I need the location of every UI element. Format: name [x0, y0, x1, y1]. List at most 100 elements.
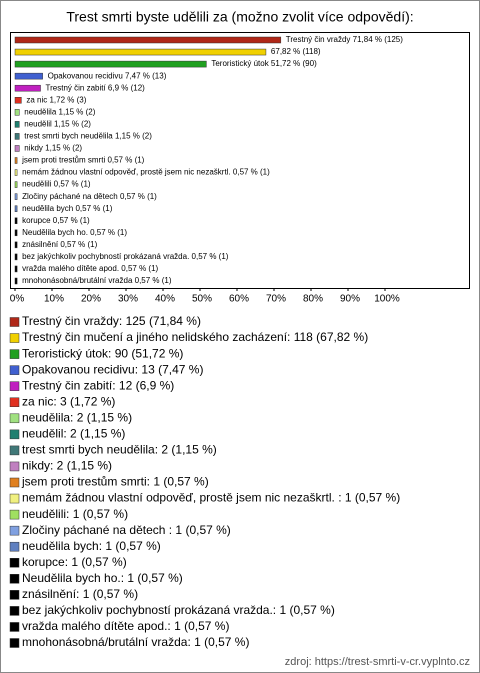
bar-label: Trestný čin zabití 6,9 % (12) [46, 83, 146, 92]
legend-label: bez jakýchkoliv pochybností prokázaná vr… [22, 603, 335, 617]
x-tick-label: 90% [340, 294, 360, 305]
bar-label: mnohonásobná/brutální vražda 0,57 % (1) [22, 276, 172, 285]
x-tick-label: 80% [303, 294, 323, 305]
legend-label: neudělil: 2 (1,15 %) [22, 427, 125, 441]
legend-swatch [9, 381, 20, 391]
x-tick-label: 40% [155, 294, 175, 305]
source: zdroj: https://trest-smrti-v-cr.vyplnto.… [285, 656, 470, 668]
x-tick-label: 20% [81, 294, 101, 305]
legend-label: neudělila: 2 (1,15 %) [22, 410, 132, 424]
bar-label: neudělili 0,57 % (1) [22, 180, 91, 189]
legend-swatch [9, 622, 20, 632]
bar [14, 60, 207, 68]
legend-label: Neudělila bych ho.: 1 (0,57 %) [22, 571, 183, 585]
x-tick-label: 10% [44, 294, 64, 305]
legend-swatch [9, 333, 20, 343]
bar [14, 169, 18, 176]
legend-swatch [9, 445, 20, 456]
legend-label: Zločiny páchané na dětech : 1 (0,57 %) [22, 523, 231, 537]
legend-swatch [9, 590, 20, 600]
x-tick-label: 70% [266, 294, 286, 305]
bar-label: 67,82 % (118) [271, 47, 321, 56]
legend-swatch [9, 349, 20, 359]
bar-label: korupce 0,57 % (1) [22, 216, 90, 225]
legend-label: Trestný čin zabití: 12 (6,9 %) [22, 378, 174, 392]
legend-label: Trestný čin mučení a jiného nelidského z… [22, 330, 368, 344]
legend-swatch [9, 558, 20, 568]
bar-label: bez jakýchkoliv pochybností prokázaná vr… [22, 252, 229, 261]
bar [14, 109, 20, 116]
bar [14, 181, 18, 188]
legend-swatch [9, 606, 20, 616]
legend-label: znásilnění: 1 (0,57 %) [22, 587, 138, 601]
legend-swatch [9, 638, 20, 648]
bar-label: neudělila 1,15 % (2) [24, 107, 95, 116]
x-tick-label: 30% [118, 294, 138, 305]
bar-label: znásilnění 0,57 % (1) [22, 240, 97, 249]
bar [14, 205, 18, 212]
legend-swatch [9, 429, 20, 440]
bar [14, 253, 18, 261]
bar [14, 157, 18, 164]
bar-label: neudělil 1,15 % (2) [24, 119, 91, 128]
legend-label: trest smrti bych neudělila: 2 (1,15 %) [22, 443, 217, 457]
legend-swatch [9, 509, 20, 520]
legend-swatch [9, 461, 20, 472]
bar [14, 145, 20, 152]
legend-swatch [9, 397, 20, 407]
bar-label: Opakovanou recidivu 7,47 % (13) [48, 71, 167, 80]
bar [14, 229, 18, 237]
chart-title: Trest smrti byste udělili za (možno zvol… [66, 9, 413, 25]
legend-swatch [9, 413, 20, 424]
bar-label: trest smrti bych neudělila 1,15 % (2) [24, 132, 152, 141]
legend-swatch [9, 574, 20, 584]
bar-label: nikdy 1,15 % (2) [24, 144, 82, 153]
x-tick-label: 60% [229, 294, 249, 305]
bar [14, 241, 18, 249]
legend-label: mnohonásobná/brutální vražda: 1 (0,57 %) [22, 635, 249, 649]
bar [14, 217, 18, 224]
plot-frame [10, 32, 470, 289]
bar-label: vražda malého dítěte apod. 0,57 % (1) [22, 264, 158, 273]
bar [14, 48, 267, 56]
bar-label: za nic 1,72 % (3) [26, 95, 86, 104]
bar-label: neudělila bych 0,57 % (1) [22, 204, 113, 213]
bar [14, 277, 18, 285]
legend-label: nemám žádnou vlastní odpověď, prostě jse… [22, 491, 400, 505]
legend-label: korupce: 1 (0,57 %) [22, 555, 127, 569]
bar [14, 265, 18, 273]
legend-label: nikdy: 2 (1,15 %) [22, 459, 112, 473]
bar [14, 121, 20, 128]
legend-swatch [9, 493, 20, 504]
bar [14, 133, 20, 140]
legend-swatch [9, 541, 20, 552]
bar-label: jsem proti trestům smrti 0,57 % (1) [21, 156, 145, 165]
bar [14, 36, 282, 44]
bar [14, 97, 22, 104]
bar [14, 72, 43, 80]
bar [14, 193, 18, 200]
legend-swatch [9, 317, 20, 327]
legend-swatch [9, 365, 20, 375]
bar-label: Neudělila bych ho. 0,57 % (1) [22, 228, 127, 237]
x-tick-label: 0% [10, 294, 25, 305]
x-tick-label: 100% [374, 294, 400, 305]
legend-label: Opakovanou recidivu: 13 (7,47 %) [22, 362, 203, 376]
legend-label: vražda malého dítěte apod.: 1 (0,57 %) [22, 619, 229, 633]
bar-label: Zločiny páchané na dětech 0,57 % (1) [22, 192, 157, 201]
legend-label: Teroristický útok: 90 (51,72 %) [22, 346, 183, 360]
x-tick-label: 50% [192, 294, 212, 305]
bar-label: Teroristický útok 51,72 % (90) [211, 59, 317, 68]
legend-label: za nic: 3 (1,72 %) [22, 394, 115, 408]
legend-label: jsem proti trestům smrti: 1 (0,57 %) [21, 475, 209, 489]
legend-label: neudělila bych: 1 (0,57 %) [22, 539, 161, 553]
legend-label: Trestný čin vraždy: 125 (71,84 %) [22, 314, 201, 328]
legend-swatch [9, 477, 20, 488]
legend-label: neudělili: 1 (0,57 %) [22, 507, 128, 521]
bar-label: Trestný čin vraždy 71,84 % (125) [286, 35, 403, 44]
legend-swatch [9, 525, 20, 536]
bar [14, 84, 41, 92]
bar-label: nemám žádnou vlastní odpověď, prostě jse… [22, 168, 270, 177]
